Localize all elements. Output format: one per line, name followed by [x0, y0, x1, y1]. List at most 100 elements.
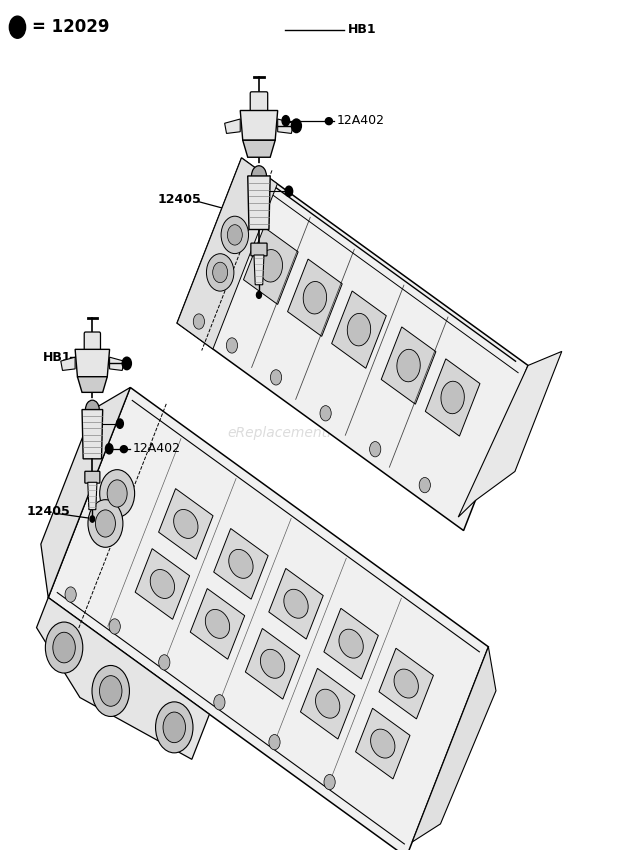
Ellipse shape — [303, 281, 326, 314]
Circle shape — [90, 516, 95, 522]
Ellipse shape — [371, 729, 395, 758]
Polygon shape — [213, 529, 268, 599]
Circle shape — [282, 116, 290, 126]
Circle shape — [193, 314, 205, 329]
FancyBboxPatch shape — [84, 332, 100, 351]
Polygon shape — [356, 708, 410, 779]
Ellipse shape — [259, 250, 283, 282]
Circle shape — [419, 478, 431, 493]
Text: 12405: 12405 — [157, 193, 201, 207]
Ellipse shape — [394, 669, 418, 698]
Circle shape — [88, 500, 123, 547]
Ellipse shape — [284, 589, 308, 618]
Circle shape — [291, 119, 301, 133]
Ellipse shape — [397, 349, 420, 382]
Polygon shape — [458, 351, 562, 517]
Polygon shape — [158, 489, 213, 559]
Circle shape — [92, 666, 129, 717]
Circle shape — [270, 370, 281, 385]
Ellipse shape — [229, 549, 253, 578]
Circle shape — [158, 654, 170, 670]
Polygon shape — [41, 388, 130, 598]
Circle shape — [105, 444, 113, 454]
Polygon shape — [77, 377, 107, 393]
Polygon shape — [82, 410, 103, 459]
Circle shape — [285, 186, 293, 196]
Circle shape — [117, 419, 124, 428]
Polygon shape — [177, 158, 528, 530]
Text: 12A402: 12A402 — [337, 114, 385, 128]
Polygon shape — [190, 588, 245, 660]
Polygon shape — [381, 327, 436, 405]
Polygon shape — [88, 482, 97, 510]
Circle shape — [100, 470, 135, 518]
Circle shape — [227, 224, 242, 245]
Polygon shape — [278, 119, 293, 133]
Polygon shape — [324, 609, 378, 679]
Circle shape — [95, 510, 115, 537]
Circle shape — [227, 337, 238, 353]
Polygon shape — [269, 569, 323, 639]
FancyBboxPatch shape — [85, 471, 100, 483]
Polygon shape — [61, 357, 75, 371]
Text: ●: ● — [118, 444, 128, 454]
Polygon shape — [248, 176, 270, 230]
Ellipse shape — [441, 382, 464, 414]
FancyBboxPatch shape — [250, 92, 268, 112]
Polygon shape — [426, 359, 480, 436]
Polygon shape — [75, 349, 110, 377]
Polygon shape — [135, 548, 190, 620]
Polygon shape — [243, 140, 275, 157]
FancyBboxPatch shape — [251, 243, 267, 256]
Circle shape — [269, 734, 280, 750]
Polygon shape — [48, 388, 489, 850]
Polygon shape — [240, 110, 278, 140]
Text: HB1: HB1 — [42, 350, 71, 364]
Polygon shape — [243, 227, 298, 304]
Ellipse shape — [316, 689, 340, 718]
Circle shape — [109, 619, 120, 634]
Text: = 12029: = 12029 — [32, 18, 110, 37]
Polygon shape — [177, 158, 277, 349]
Circle shape — [221, 216, 248, 253]
Polygon shape — [300, 668, 355, 739]
Circle shape — [85, 400, 99, 419]
Ellipse shape — [339, 629, 363, 658]
Polygon shape — [379, 649, 434, 719]
Polygon shape — [288, 259, 342, 337]
Circle shape — [99, 676, 122, 706]
Circle shape — [256, 292, 261, 298]
Circle shape — [251, 166, 266, 186]
Circle shape — [155, 702, 193, 753]
Polygon shape — [412, 647, 496, 842]
Polygon shape — [254, 255, 264, 285]
Circle shape — [9, 16, 26, 38]
Polygon shape — [245, 628, 300, 700]
Text: ●: ● — [323, 116, 333, 126]
Circle shape — [107, 480, 127, 507]
Text: HB1: HB1 — [348, 23, 376, 37]
Text: 12405: 12405 — [26, 505, 70, 518]
Circle shape — [369, 441, 381, 456]
Circle shape — [46, 622, 83, 673]
Polygon shape — [331, 291, 386, 368]
Polygon shape — [110, 357, 124, 371]
Ellipse shape — [173, 509, 198, 538]
Circle shape — [214, 694, 225, 710]
Circle shape — [163, 712, 185, 743]
Circle shape — [213, 263, 228, 283]
Polygon shape — [37, 598, 210, 759]
Text: eReplacementParts.com: eReplacementParts.com — [227, 427, 397, 440]
Ellipse shape — [205, 609, 230, 638]
Ellipse shape — [150, 570, 175, 598]
Ellipse shape — [348, 314, 371, 346]
Text: 12A402: 12A402 — [132, 442, 180, 456]
Polygon shape — [225, 119, 240, 133]
Circle shape — [207, 254, 234, 292]
Circle shape — [65, 586, 76, 602]
Circle shape — [122, 357, 132, 370]
Circle shape — [320, 405, 331, 421]
Circle shape — [324, 774, 335, 790]
Ellipse shape — [260, 649, 285, 678]
Circle shape — [53, 632, 76, 663]
